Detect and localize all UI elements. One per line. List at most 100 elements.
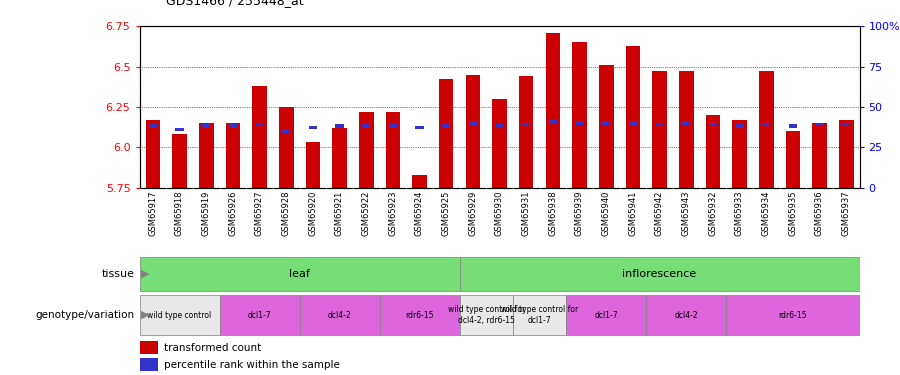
Text: GSM65941: GSM65941 [628, 191, 637, 236]
Bar [279, 107, 293, 188]
Bar [513, 295, 566, 335]
Text: dcl4-2: dcl4-2 [674, 310, 698, 320]
Bar [140, 358, 158, 371]
Bar [226, 123, 240, 188]
Text: ▶: ▶ [141, 310, 149, 320]
Bar [336, 124, 344, 128]
Text: GSM65938: GSM65938 [548, 191, 557, 237]
Bar [788, 124, 796, 128]
Bar [460, 257, 860, 291]
Bar [439, 80, 454, 188]
Text: GSM65943: GSM65943 [681, 191, 690, 236]
Bar [652, 71, 667, 188]
Bar [252, 86, 266, 188]
Text: GSM65919: GSM65919 [202, 191, 211, 236]
Bar [492, 99, 507, 188]
Bar [140, 295, 220, 335]
Bar [626, 46, 640, 188]
Bar [332, 128, 347, 188]
Bar [733, 120, 747, 188]
Text: GSM65917: GSM65917 [148, 191, 157, 236]
Text: tissue: tissue [102, 269, 135, 279]
Text: GSM65935: GSM65935 [788, 191, 797, 236]
Bar [602, 121, 610, 124]
Bar [140, 341, 158, 354]
Bar [655, 123, 663, 126]
Bar [220, 295, 300, 335]
Bar [385, 112, 400, 188]
Text: GSM65933: GSM65933 [735, 191, 744, 237]
Bar [416, 126, 424, 129]
Bar [305, 142, 320, 188]
Bar [362, 124, 370, 128]
Bar [575, 121, 583, 124]
Bar [545, 33, 560, 188]
Text: GSM65939: GSM65939 [575, 191, 584, 236]
Bar [706, 115, 720, 188]
Text: GSM65942: GSM65942 [655, 191, 664, 236]
Text: GSM65928: GSM65928 [282, 191, 291, 236]
Bar [726, 295, 860, 335]
Bar [598, 65, 614, 188]
Bar [679, 71, 694, 188]
Text: ▶: ▶ [141, 269, 149, 279]
Text: genotype/variation: genotype/variation [36, 310, 135, 320]
Text: GSM65921: GSM65921 [335, 191, 344, 236]
Text: rdr6-15: rdr6-15 [778, 310, 807, 320]
Bar [646, 295, 726, 335]
Bar [300, 295, 380, 335]
Bar [735, 124, 743, 128]
Bar [380, 295, 460, 335]
Text: GSM65929: GSM65929 [468, 191, 477, 236]
Text: wild type control for
dcl4-2, rdr6-15: wild type control for dcl4-2, rdr6-15 [447, 305, 525, 325]
Bar [199, 123, 213, 188]
Bar [389, 124, 397, 128]
Text: wild type control for
dcl1-7: wild type control for dcl1-7 [501, 305, 578, 325]
Bar [282, 129, 290, 133]
Bar [709, 123, 717, 126]
Bar [549, 120, 557, 123]
Text: GSM65924: GSM65924 [415, 191, 424, 236]
Bar [460, 295, 513, 335]
Bar [815, 123, 824, 126]
Text: GSM65922: GSM65922 [362, 191, 371, 236]
Bar [518, 76, 534, 188]
Text: GSM65934: GSM65934 [761, 191, 770, 236]
Text: GDS1466 / 255448_at: GDS1466 / 255448_at [166, 0, 304, 8]
Text: rdr6-15: rdr6-15 [405, 310, 434, 320]
Bar [309, 126, 317, 129]
Text: dcl1-7: dcl1-7 [594, 310, 618, 320]
Text: wild type control: wild type control [148, 310, 211, 320]
Text: GSM65918: GSM65918 [175, 191, 184, 236]
Text: GSM65930: GSM65930 [495, 191, 504, 236]
Bar [842, 123, 850, 126]
Bar [172, 134, 187, 188]
Bar [148, 124, 157, 128]
Bar [682, 121, 690, 124]
Text: leaf: leaf [289, 269, 310, 279]
Text: GSM65936: GSM65936 [815, 191, 824, 237]
Bar [839, 120, 853, 188]
Bar [786, 131, 800, 188]
Bar [359, 112, 374, 188]
Bar [465, 75, 481, 188]
Text: dcl4-2: dcl4-2 [328, 310, 351, 320]
Bar [496, 124, 503, 128]
Text: GSM65925: GSM65925 [442, 191, 451, 236]
Text: percentile rank within the sample: percentile rank within the sample [164, 360, 340, 370]
Text: dcl1-7: dcl1-7 [248, 310, 271, 320]
Bar [812, 123, 827, 188]
Text: GSM65927: GSM65927 [255, 191, 264, 236]
Text: GSM65931: GSM65931 [522, 191, 531, 236]
Text: GSM65937: GSM65937 [842, 191, 850, 237]
Text: GSM65932: GSM65932 [708, 191, 717, 236]
Bar [229, 124, 237, 128]
Bar [256, 123, 264, 126]
Bar [522, 123, 530, 126]
Bar [759, 71, 773, 188]
Bar [202, 124, 211, 128]
Bar [146, 120, 160, 188]
Bar [176, 128, 184, 131]
Bar [140, 257, 460, 291]
Bar [566, 295, 646, 335]
